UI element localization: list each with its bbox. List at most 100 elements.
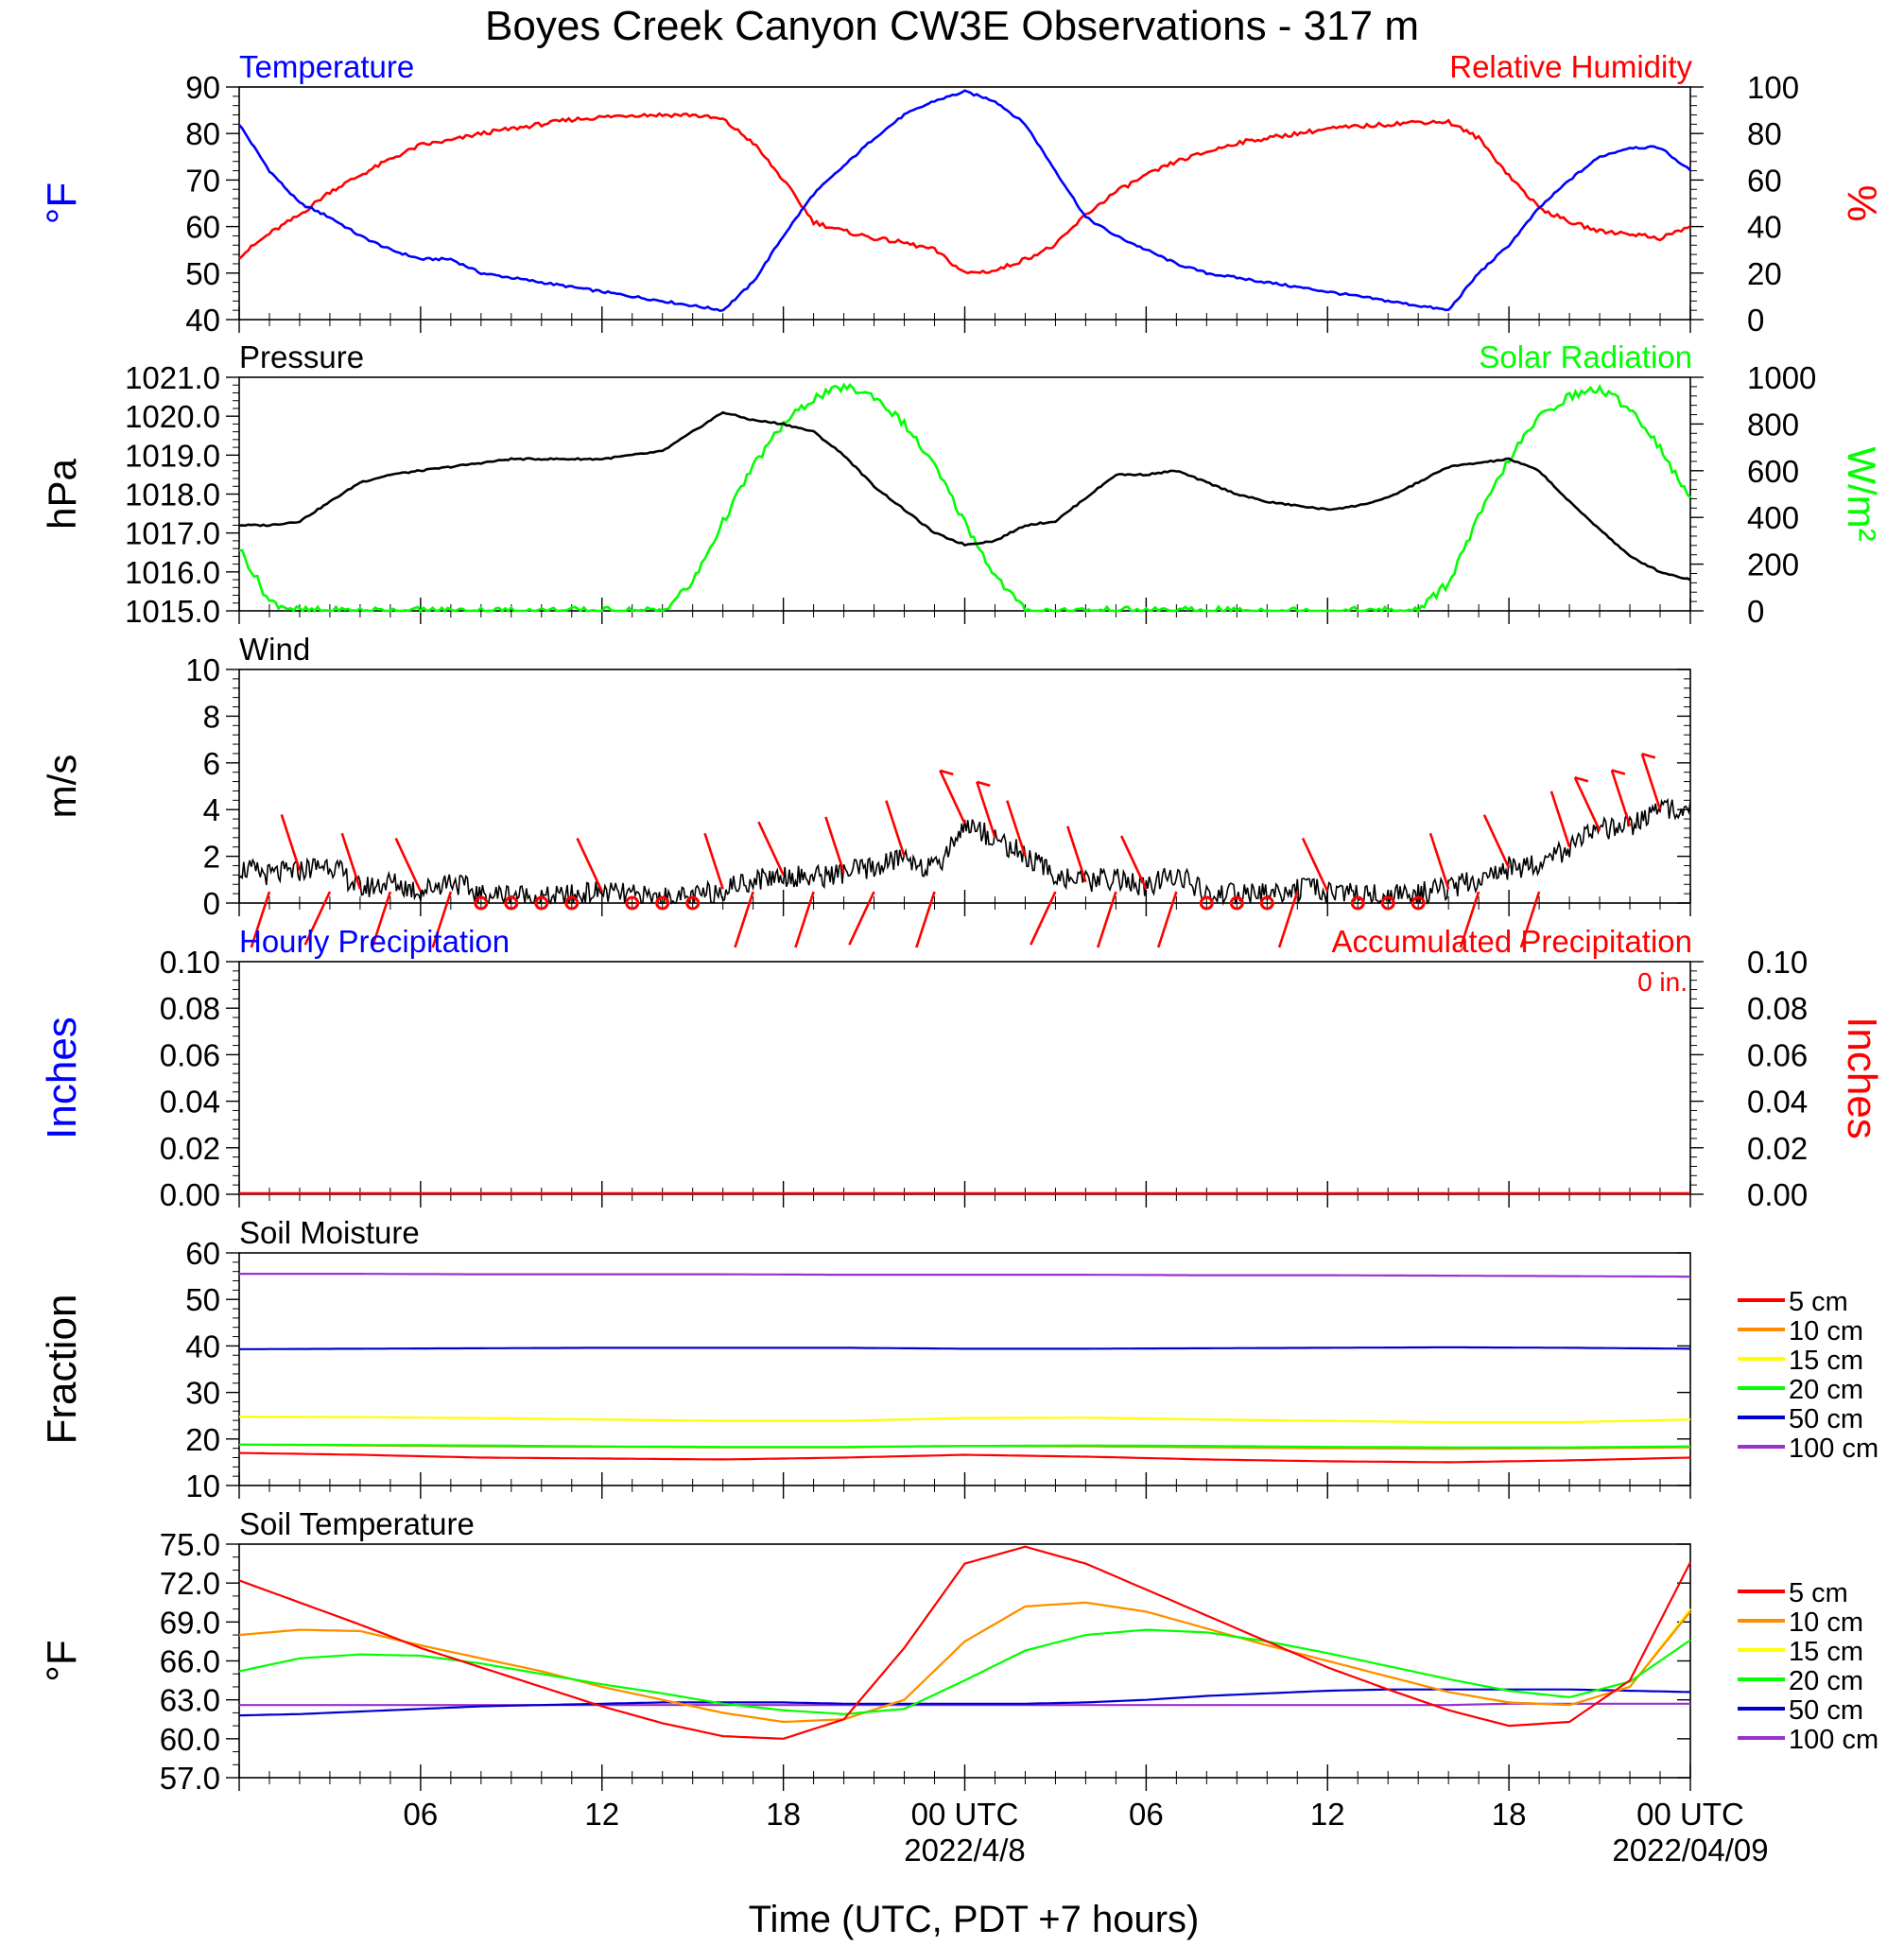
right-tick-label: 40 [1747,210,1782,245]
wind-barb [1640,753,1662,810]
pressure-line [238,410,1691,582]
left-tick-label: 1021.0 [125,360,220,395]
panel-title-left: Soil Moisture [239,1215,420,1250]
panel-title-left: Pressure [239,339,364,374]
wind-barb [371,891,392,948]
right-tick-label: 0.08 [1747,991,1808,1026]
panel-frame-3 [238,669,1691,904]
right-tick-label: 0.02 [1747,1131,1808,1166]
left-tick-label: 30 [185,1376,220,1411]
wind-barb-flag [1574,775,1589,783]
x-tick-label: 06 [1129,1797,1164,1832]
right-tick-label: 20 [1747,256,1782,291]
soil-line-15cm [239,1416,1691,1424]
wind-barb [757,821,785,876]
wind-barb-calm [534,895,549,911]
wind-barb [703,832,724,890]
right-tick-label: 100 [1747,70,1799,105]
right-tick-label: 200 [1747,547,1799,582]
panel-frame-4 [238,961,1691,1195]
wind-barb [1097,891,1117,948]
legend-label: 20 cm [1789,1666,1863,1696]
wind-barb [1610,770,1632,826]
wind-barb [250,891,271,948]
wind-barb-calm [625,895,640,911]
wind-barb [1030,891,1057,946]
left-axis-label: °F [39,1640,85,1681]
wind-barb [915,891,936,948]
x-tick-label: 06 [404,1797,439,1832]
left-tick-label: 57.0 [160,1761,220,1796]
wind-barb-calm [655,895,670,911]
wind-barb-calm [1350,895,1365,911]
right-tick-label: 0 [1747,303,1764,338]
wind-barb-flag [1611,769,1626,775]
accumulated-total-label: 0 in. [1637,967,1688,997]
chart-title: Boyes Creek Canyon CW3E Observations - 3… [485,3,1419,49]
left-tick-label: 40 [185,303,220,338]
soil-line-10cm [238,1601,1691,1724]
wind-barb-flag [1641,752,1656,759]
wind-barb [280,814,302,871]
wind-barb-calm [1259,895,1274,911]
panel-title-left: Temperature [239,49,414,84]
left-tick-label: 60.0 [160,1722,220,1757]
right-tick-label: 0.06 [1747,1037,1808,1072]
temperature-line [238,89,1691,313]
x-date-label: 2022/04/09 [1612,1833,1768,1868]
wind-barb [734,891,754,948]
wind-barb [1119,835,1148,890]
x-tick-label: 00 UTC [911,1797,1019,1832]
left-tick-label: 90 [185,70,220,105]
panel-title-left: Wind [239,632,310,667]
wind-barb-calm [1380,895,1395,911]
wind-barb-calm [1411,895,1426,911]
left-tick-label: 40 [185,1329,220,1364]
wind-barb [939,770,966,825]
soil-line-50cm [238,1688,1691,1717]
wind-barb [1573,776,1601,831]
wind-barb-flag [939,769,954,776]
wind-barb [1066,825,1087,883]
panel-frame-5 [238,1252,1691,1486]
right-tick-label: 80 [1747,116,1782,151]
wind-barb [1549,791,1571,848]
left-tick-label: 0.10 [160,945,220,980]
left-tick-label: 10 [185,652,220,687]
humidity-line [238,112,1691,275]
right-tick-label: 0.10 [1747,945,1808,980]
wind-barb [794,891,815,948]
left-tick-label: 1019.0 [125,438,220,473]
x-tick-label: 12 [1310,1797,1345,1832]
left-axis-label: °F [39,182,85,224]
wind-barb-calm [1199,895,1214,911]
left-tick-label: 0 [203,886,220,921]
wind-barbs [250,752,1662,948]
left-tick-label: 10 [185,1468,220,1503]
wind-barb-calm [685,895,701,911]
x-tick-label: 18 [766,1797,801,1832]
wind-barb [1519,891,1541,948]
wind-barb [394,837,423,893]
soil-line-5cm [238,1545,1691,1740]
legend-label: 50 cm [1789,1404,1863,1434]
soil-line-20cm [238,1628,1691,1715]
left-tick-label: 4 [203,792,220,827]
left-tick-label: 60 [185,210,220,245]
left-tick-label: 1018.0 [125,478,220,513]
left-tick-label: 1015.0 [125,594,220,629]
legend-label: 50 cm [1789,1695,1863,1726]
left-tick-label: 0.08 [160,991,220,1026]
wind-barb [976,781,996,839]
wind-barb [1301,837,1329,893]
right-tick-label: 0.04 [1747,1085,1808,1120]
panel-frame-1 [238,86,1691,321]
soil-line-100cm [239,1702,1690,1707]
right-axis-label: % [1839,184,1885,221]
left-tick-label: 0.04 [160,1085,220,1120]
left-tick-label: 69.0 [160,1605,220,1640]
wind-barb [1006,800,1027,858]
right-tick-label: 600 [1747,454,1799,489]
